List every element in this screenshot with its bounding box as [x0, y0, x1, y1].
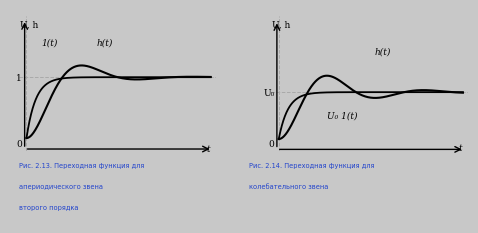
Text: h(t): h(t)	[97, 38, 113, 48]
Text: Рис. 2.13. Переходная функция для: Рис. 2.13. Переходная функция для	[19, 163, 144, 169]
Text: 0: 0	[269, 140, 274, 149]
Text: U₀ 1(t): U₀ 1(t)	[326, 111, 357, 120]
Text: 0: 0	[16, 140, 22, 149]
Text: U, h: U, h	[272, 20, 291, 29]
Text: h(t): h(t)	[374, 48, 391, 57]
Text: Рис. 2.14. Переходная функция для: Рис. 2.14. Переходная функция для	[249, 163, 374, 169]
Text: 1: 1	[16, 75, 22, 83]
Text: t: t	[458, 144, 462, 154]
Text: U, h: U, h	[20, 20, 38, 29]
Text: U₀: U₀	[264, 89, 275, 98]
Text: апериодического звена: апериодического звена	[19, 184, 103, 190]
Text: 1(t): 1(t)	[41, 38, 57, 48]
Text: t: t	[206, 145, 210, 154]
Text: второго порядка: второго порядка	[19, 205, 78, 211]
Text: колебательного звена: колебательного звена	[249, 184, 328, 190]
